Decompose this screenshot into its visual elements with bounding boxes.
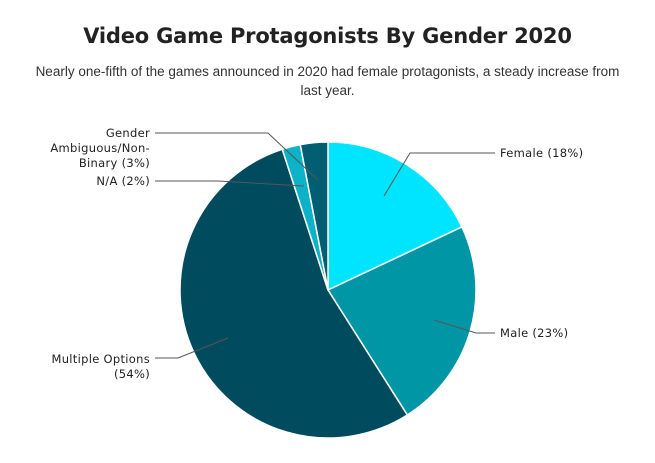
- slice-labels: Female (18%) Male (23%) Multiple Options (5…: [50, 126, 583, 381]
- slice-label-line: Ambiguous/Non-: [50, 141, 150, 155]
- leader-line-male: [433, 319, 495, 334]
- slice-label-line: (54%): [114, 367, 150, 381]
- slice-label-n-a: N/A (2%): [96, 174, 150, 188]
- leader-line-female: [383, 152, 495, 197]
- pie-slices: [179, 141, 477, 439]
- slice-label-line: Gender: [106, 126, 150, 140]
- leader-line-multiple-options: [155, 337, 229, 359]
- leader-line-gender-ambiguous-non-binary: [155, 132, 319, 181]
- leader-line-n-a: [155, 180, 305, 187]
- slice-label-line: N/A (2%): [96, 174, 150, 188]
- slice-label-line: Binary (3%): [79, 156, 150, 170]
- slice-label-line: Male (23%): [500, 326, 568, 340]
- chart-subtitle: Nearly one-fifth of the games announced …: [35, 64, 620, 98]
- slice-label-gender-ambiguous-non-binary: Gender Ambiguous/Non-Binary (3%): [50, 126, 150, 170]
- pie-slice-multiple-options: [179, 148, 409, 439]
- pie-slice-gender-ambiguous-non-binary: [299, 141, 329, 291]
- slice-label-female: Female (18%): [500, 146, 583, 160]
- slice-label-multiple-options: Multiple Options (54%): [51, 352, 150, 381]
- chart-title: Video Game Protagonists By Gender 2020: [83, 24, 572, 48]
- slice-label-line: Female (18%): [500, 146, 583, 160]
- slice-label-line: Multiple Options: [51, 352, 150, 366]
- slice-label-male: Male (23%): [500, 326, 568, 340]
- leader-lines: [155, 132, 495, 359]
- pie-slice-female: [327, 141, 463, 291]
